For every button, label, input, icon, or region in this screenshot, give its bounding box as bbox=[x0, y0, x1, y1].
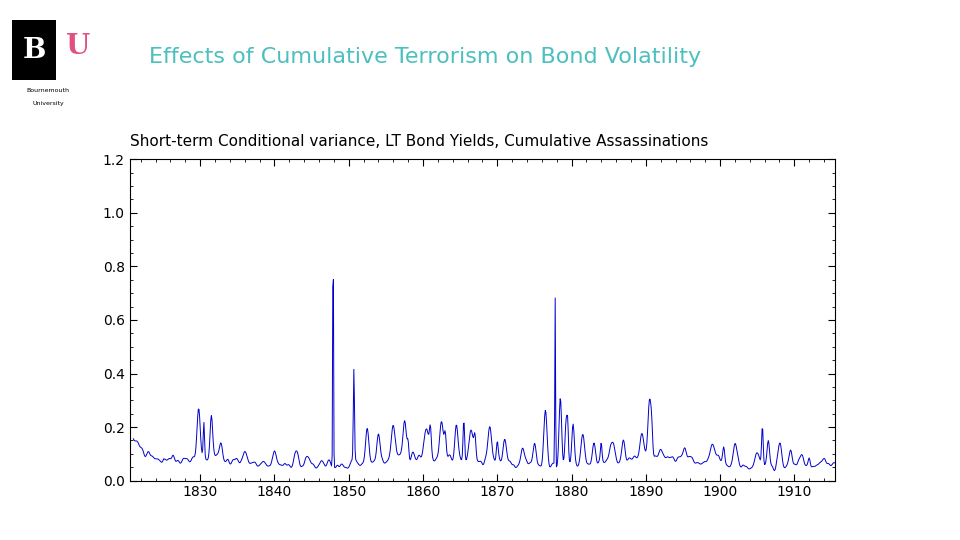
Text: Bournemouth: Bournemouth bbox=[27, 87, 70, 92]
Text: Effects of Cumulative Terrorism on Bond Volatility: Effects of Cumulative Terrorism on Bond … bbox=[149, 46, 701, 67]
FancyBboxPatch shape bbox=[12, 21, 56, 80]
Text: U: U bbox=[66, 33, 90, 60]
Text: University: University bbox=[33, 101, 64, 106]
Text: B: B bbox=[22, 37, 45, 64]
Text: Short-term Conditional variance, LT Bond Yields, Cumulative Assassinations: Short-term Conditional variance, LT Bond… bbox=[130, 133, 708, 148]
